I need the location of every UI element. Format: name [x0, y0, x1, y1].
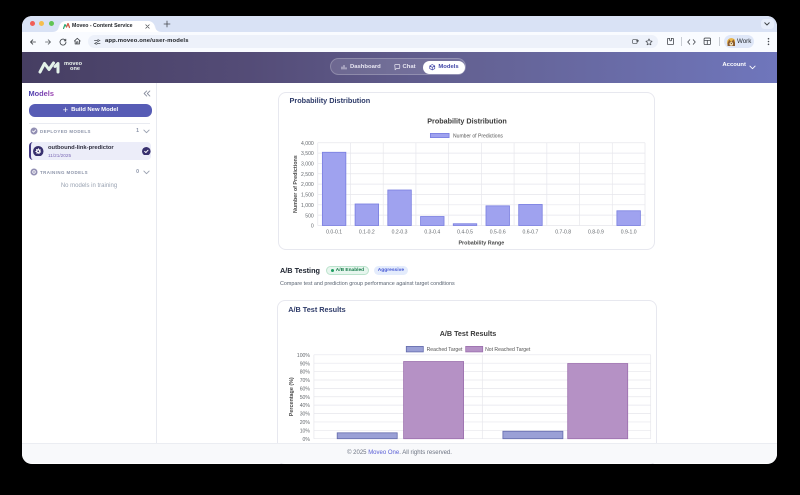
svg-text:0.0-0.1: 0.0-0.1 [326, 230, 342, 236]
svg-text:0.7-0.8: 0.7-0.8 [555, 230, 571, 236]
svg-text:1,000: 1,000 [301, 203, 314, 209]
svg-text:1,500: 1,500 [301, 193, 314, 199]
svg-text:Probability Distribution: Probability Distribution [427, 116, 506, 125]
svg-text:A/B Test Results: A/B Test Results [439, 329, 496, 338]
svg-text:2,500: 2,500 [301, 172, 314, 178]
svg-text:0: 0 [311, 224, 314, 230]
svg-text:30%: 30% [299, 411, 310, 417]
svg-text:100%: 100% [297, 352, 310, 358]
svg-text:3,000: 3,000 [301, 162, 314, 168]
svg-text:70%: 70% [299, 378, 310, 384]
svg-text:40%: 40% [299, 403, 310, 409]
svg-text:90%: 90% [299, 361, 310, 367]
svg-text:50%: 50% [299, 394, 310, 400]
svg-text:10%: 10% [299, 428, 310, 434]
svg-text:500: 500 [305, 213, 314, 219]
svg-text:4,000: 4,000 [301, 141, 314, 147]
svg-text:80%: 80% [299, 369, 310, 375]
svg-text:2,000: 2,000 [301, 182, 314, 188]
svg-text:0.5-0.6: 0.5-0.6 [490, 230, 506, 236]
svg-text:0.3-0.4: 0.3-0.4 [424, 230, 440, 236]
svg-text:0.1-0.2: 0.1-0.2 [359, 230, 375, 236]
svg-text:Not Reached Target: Not Reached Target [485, 347, 531, 353]
svg-text:0.8-0.9: 0.8-0.9 [588, 230, 604, 236]
svg-text:Number of Predictions: Number of Predictions [293, 155, 299, 213]
svg-text:3,500: 3,500 [301, 151, 314, 157]
svg-text:0.4-0.5: 0.4-0.5 [457, 230, 473, 236]
svg-text:60%: 60% [299, 386, 310, 392]
svg-text:Percentage (%): Percentage (%) [289, 377, 295, 416]
svg-text:0.2-0.3: 0.2-0.3 [392, 230, 408, 236]
svg-text:Probability Range: Probability Range [458, 241, 504, 247]
svg-text:20%: 20% [299, 420, 310, 426]
svg-text:0%: 0% [302, 436, 310, 442]
svg-text:Reached Target: Reached Target [426, 347, 462, 353]
svg-text:0.9-1.0: 0.9-1.0 [621, 230, 637, 236]
svg-text:0.6-0.7: 0.6-0.7 [523, 230, 539, 236]
svg-text:Number of Predictions: Number of Predictions [453, 133, 503, 139]
